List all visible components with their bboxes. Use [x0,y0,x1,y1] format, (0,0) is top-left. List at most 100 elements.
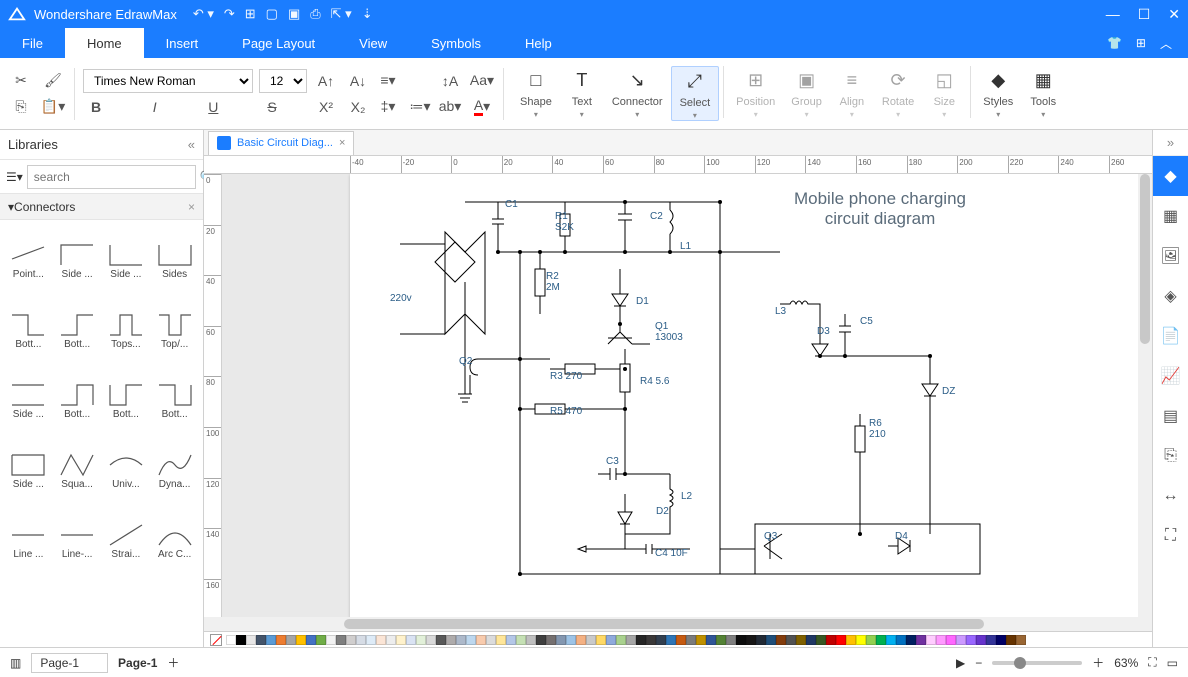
color-swatch[interactable] [526,635,536,645]
color-swatch[interactable] [656,635,666,645]
color-swatch[interactable] [536,635,546,645]
color-swatch[interactable] [596,635,606,645]
color-swatch[interactable] [666,635,676,645]
color-swatch[interactable] [996,635,1006,645]
color-swatch[interactable] [956,635,966,645]
color-swatch[interactable] [766,635,776,645]
pages-view-icon[interactable]: ▥ [10,656,21,670]
maximize-icon[interactable]: ☐ [1138,6,1151,23]
shape-item[interactable]: Sides [150,224,199,294]
collapse-left-icon[interactable]: « [188,137,195,152]
apps-icon[interactable]: ⊞ [1136,36,1146,50]
color-swatch[interactable] [1006,635,1016,645]
shape-item[interactable]: Bott... [102,364,151,434]
copy-icon[interactable]: ⎘ [8,95,34,119]
document-tab[interactable]: Basic Circuit Diag... × [208,131,354,155]
color-swatch[interactable] [936,635,946,645]
color-swatch[interactable] [466,635,476,645]
color-swatch[interactable] [386,635,396,645]
text-direction-icon[interactable]: ↕A [437,69,463,93]
close-tab-icon[interactable]: × [339,137,345,149]
shape-item[interactable]: Bott... [4,294,53,364]
presentation-icon[interactable]: ▶ [956,656,965,670]
color-swatch[interactable] [646,635,656,645]
right-tool-4[interactable]: 📄 [1153,316,1188,356]
export-icon[interactable]: ⇱ ▾ [331,6,352,22]
shape-item[interactable]: Dyna... [150,434,199,504]
color-swatch[interactable] [806,635,816,645]
color-swatch[interactable] [346,635,356,645]
color-swatch[interactable] [866,635,876,645]
color-swatch[interactable] [406,635,416,645]
page[interactable]: Mobile phone chargingcircuit diagram220v… [350,174,1150,617]
bold-icon[interactable]: B [83,95,109,119]
library-menu-icon[interactable]: ☰▾ [6,170,23,184]
color-swatch[interactable] [506,635,516,645]
color-swatch[interactable] [816,635,826,645]
ribbon-tools[interactable]: ▦ Tools▾ [1021,66,1065,121]
tab-symbols[interactable]: Symbols [409,28,503,58]
format-painter-icon[interactable]: 🖌 [40,69,66,93]
scrollbar-vertical[interactable] [1138,174,1152,617]
color-swatch[interactable] [696,635,706,645]
color-swatch[interactable] [616,635,626,645]
color-swatch[interactable] [416,635,426,645]
add-page-icon[interactable]: ＋ [167,654,179,671]
color-swatch[interactable] [426,635,436,645]
ribbon-shape[interactable]: □ Shape▾ [512,66,560,121]
color-swatch[interactable] [846,635,856,645]
no-fill-icon[interactable] [210,634,222,646]
tab-page-layout[interactable]: Page Layout [220,28,337,58]
color-swatch[interactable] [376,635,386,645]
color-swatch[interactable] [626,635,636,645]
right-tool-0[interactable]: ◆ [1153,156,1188,196]
color-swatch[interactable] [826,635,836,645]
tab-view[interactable]: View [337,28,409,58]
collapse-right-icon[interactable]: » [1153,130,1188,156]
color-swatch[interactable] [556,635,566,645]
zoom-level[interactable]: 63% [1114,656,1138,670]
viewport[interactable]: Mobile phone chargingcircuit diagram220v… [222,174,1152,617]
shape-item[interactable]: Bott... [150,364,199,434]
color-swatch[interactable] [566,635,576,645]
fit-width-icon[interactable]: ▭ [1167,656,1178,670]
ribbon-text[interactable]: T Text▾ [560,66,604,121]
color-swatch[interactable] [486,635,496,645]
color-swatch[interactable] [576,635,586,645]
color-swatch[interactable] [606,635,616,645]
save-icon[interactable]: ▣ [288,6,300,22]
color-swatch[interactable] [896,635,906,645]
color-swatch[interactable] [736,635,746,645]
shape-item[interactable]: Line-... [53,504,102,574]
shape-item[interactable]: Side ... [4,434,53,504]
color-swatch[interactable] [1016,635,1026,645]
color-swatch[interactable] [546,635,556,645]
color-swatch[interactable] [726,635,736,645]
zoom-out-icon[interactable]: − [975,656,982,670]
color-swatch[interactable] [916,635,926,645]
right-tool-6[interactable]: ▤ [1153,396,1188,436]
line-spacing-icon[interactable]: ‡▾ [375,95,401,119]
subscript-icon[interactable]: X₂ [345,95,371,119]
shape-item[interactable]: Side ... [4,364,53,434]
collapse-ribbon-icon[interactable]: ︿ [1160,35,1172,52]
right-tool-5[interactable]: 📈 [1153,356,1188,396]
shape-item[interactable]: Side ... [102,224,151,294]
increase-font-icon[interactable]: A↑ [313,69,339,93]
ribbon-align[interactable]: ≡ Align▾ [830,66,874,121]
color-swatch[interactable] [276,635,286,645]
color-swatch[interactable] [396,635,406,645]
ribbon-connector[interactable]: ↘ Connector▾ [604,66,671,121]
color-swatch[interactable] [926,635,936,645]
color-swatch[interactable] [836,635,846,645]
color-swatch[interactable] [246,635,256,645]
color-swatch[interactable] [476,635,486,645]
tab-help[interactable]: Help [503,28,574,58]
shape-item[interactable]: Strai... [102,504,151,574]
ribbon-styles[interactable]: ◆ Styles▾ [975,66,1021,121]
underline-icon[interactable]: U [200,95,226,119]
category-header[interactable]: ▾ Connectors × [0,194,203,220]
zoom-in-icon[interactable]: ＋ [1092,654,1104,671]
ribbon-rotate[interactable]: ⟳ Rotate▾ [874,66,922,121]
ribbon-position[interactable]: ⊞ Position▾ [728,66,783,121]
